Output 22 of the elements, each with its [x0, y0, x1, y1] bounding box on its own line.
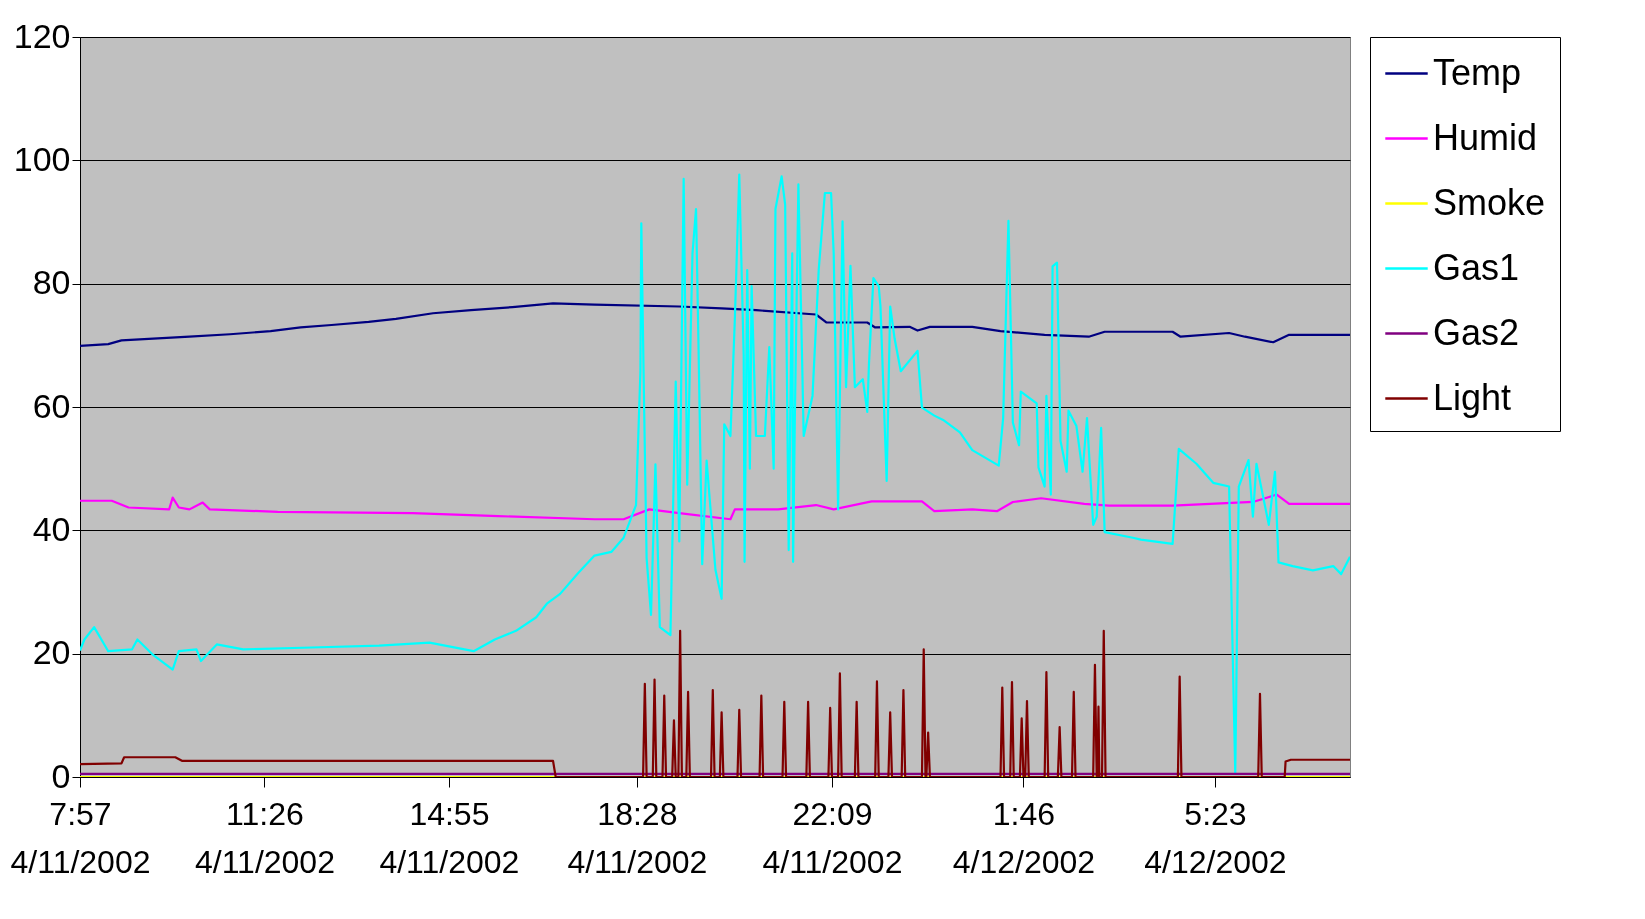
line-series	[80, 493, 1350, 521]
y-tick-label: 60	[32, 386, 71, 425]
x-tick-label: 11:26 4/11/2002	[194, 795, 335, 880]
x-tick-label: 18:28 4/11/2002	[567, 795, 708, 880]
y-tick-label: 40	[32, 509, 71, 548]
legend-label: Gas1	[1433, 246, 1520, 288]
legend-label: Humid	[1433, 116, 1538, 158]
legend-label: Light	[1433, 376, 1512, 418]
x-tick-label: 22:09 4/11/2002	[762, 795, 903, 880]
y-tick-label: 20	[32, 633, 71, 672]
legend-label: Gas2	[1433, 311, 1520, 353]
legend-label: Smoke	[1433, 181, 1546, 223]
line-series	[80, 302, 1350, 348]
x-tick-label: 1:46 4/12/2002	[952, 795, 1096, 880]
y-tick-label: 80	[32, 263, 71, 302]
legend-label: Temp	[1433, 51, 1522, 93]
y-tick-label: 0	[51, 756, 71, 795]
x-tick-label: 14:55 4/11/2002	[379, 795, 520, 880]
y-tick-label: 100	[13, 139, 71, 178]
x-tick-label: 7:57 4/11/2002	[10, 795, 151, 880]
x-tick-label: 5:23 4/12/2002	[1144, 795, 1287, 880]
y-tick-label: 120	[13, 16, 71, 55]
